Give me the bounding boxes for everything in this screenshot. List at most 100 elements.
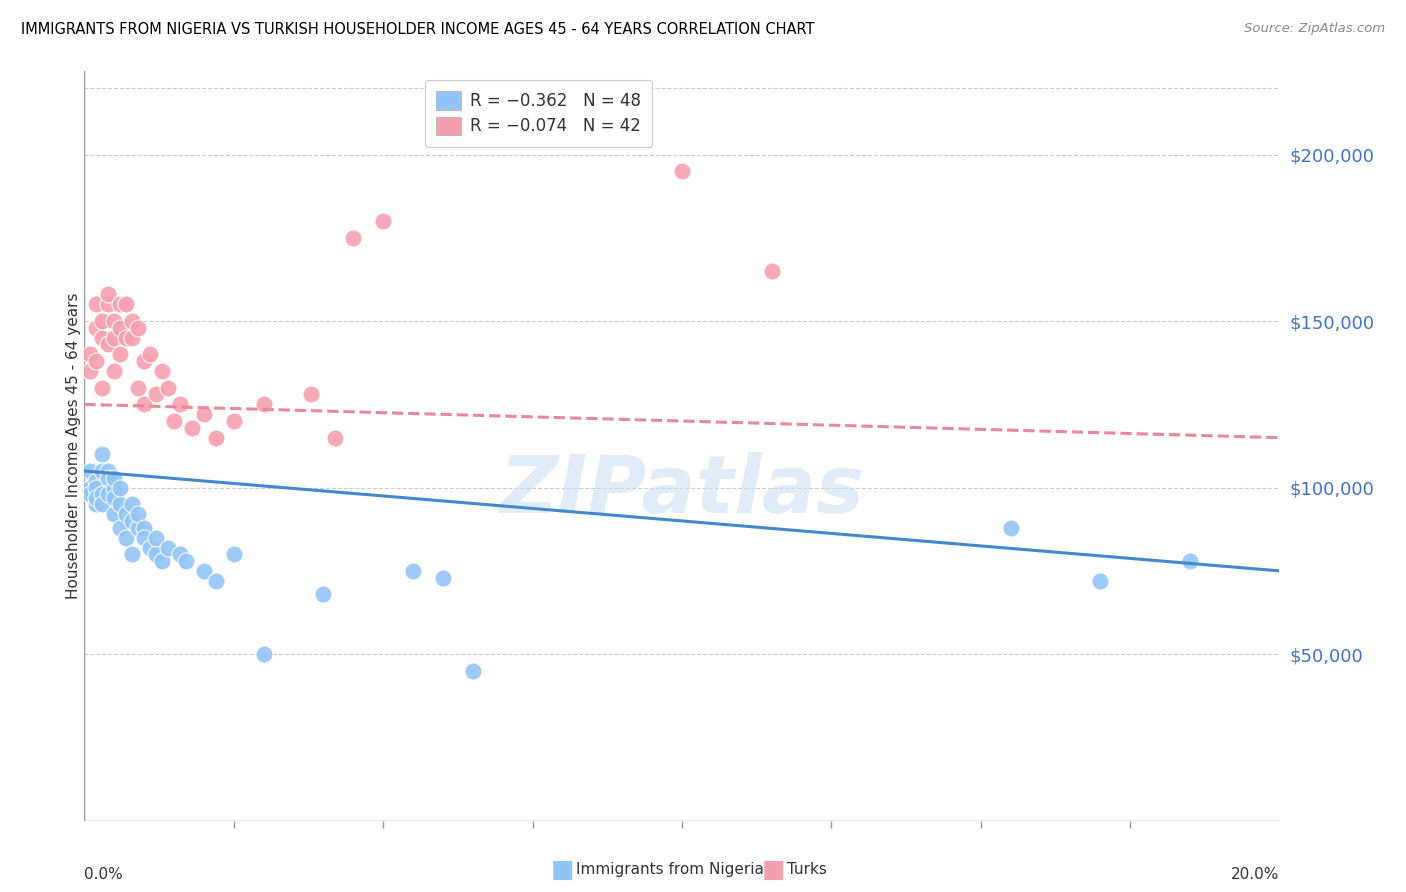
Point [86, 481, 108, 495]
Point [181, 420, 204, 434]
Point [110, 520, 132, 534]
Point [169, 397, 191, 411]
Point [86, 354, 108, 368]
Point [121, 331, 143, 345]
Point [115, 531, 138, 545]
Point [121, 314, 143, 328]
Point [132, 520, 156, 534]
Point [150, 364, 173, 378]
Point [97, 337, 120, 351]
Point [91, 464, 114, 478]
Point [79, 464, 101, 478]
Point [402, 564, 425, 578]
Point [121, 547, 143, 561]
Point [91, 447, 114, 461]
Point [132, 397, 156, 411]
Point [110, 497, 132, 511]
Text: Source: ZipAtlas.com: Source: ZipAtlas.com [1244, 22, 1385, 36]
Point [163, 414, 186, 428]
Point [139, 347, 162, 361]
Point [312, 587, 335, 601]
Point [169, 547, 191, 561]
Text: IMMIGRANTS FROM NIGERIA VS TURKISH HOUSEHOLDER INCOME AGES 45 - 64 YEARS CORRELA: IMMIGRANTS FROM NIGERIA VS TURKISH HOUSE… [21, 22, 814, 37]
Point [86, 497, 108, 511]
Point [91, 487, 114, 501]
Point [115, 297, 138, 311]
Text: 20.0%: 20.0% [1232, 867, 1279, 882]
Point [325, 431, 347, 445]
Text: ■: ■ [551, 858, 574, 881]
Point [97, 470, 120, 484]
Point [205, 431, 228, 445]
Point [103, 470, 125, 484]
Point [115, 508, 138, 522]
Point [193, 408, 215, 422]
Y-axis label: Householder Income Ages 45 - 64 years: Householder Income Ages 45 - 64 years [66, 293, 80, 599]
Text: ZIPatlas: ZIPatlas [499, 452, 865, 530]
Point [342, 231, 364, 245]
Point [97, 464, 120, 478]
Point [150, 554, 173, 568]
Text: Turks: Turks [787, 863, 827, 877]
Point [110, 297, 132, 311]
Point [121, 514, 143, 528]
Point [253, 647, 276, 661]
Point [91, 497, 114, 511]
Point [91, 381, 114, 395]
Legend: R = −0.362   N = 48, R = −0.074   N = 42: R = −0.362 N = 48, R = −0.074 N = 42 [425, 79, 652, 147]
Point [132, 531, 156, 545]
Point [115, 331, 138, 345]
Point [157, 381, 180, 395]
Point [103, 508, 125, 522]
Point [174, 554, 197, 568]
Point [103, 491, 125, 505]
Point [222, 414, 245, 428]
Point [253, 397, 276, 411]
Point [1000, 520, 1022, 534]
Point [79, 364, 101, 378]
Point [97, 487, 120, 501]
Point [761, 264, 783, 278]
Point [127, 381, 149, 395]
Point [110, 320, 132, 334]
Point [86, 297, 108, 311]
Point [121, 497, 143, 511]
Point [127, 320, 149, 334]
Point [97, 297, 120, 311]
Point [145, 387, 167, 401]
Text: ■: ■ [762, 858, 785, 881]
Point [301, 387, 323, 401]
Point [1090, 574, 1112, 588]
Point [139, 541, 162, 555]
Point [132, 354, 156, 368]
Point [671, 164, 693, 178]
Point [461, 664, 484, 678]
Point [193, 564, 215, 578]
Point [79, 481, 101, 495]
Point [103, 364, 125, 378]
Point [432, 570, 454, 584]
Point [1178, 554, 1201, 568]
Point [86, 474, 108, 488]
Point [145, 531, 167, 545]
Point [86, 491, 108, 505]
Point [127, 508, 149, 522]
Point [127, 520, 149, 534]
Point [222, 547, 245, 561]
Point [373, 214, 395, 228]
Point [97, 287, 120, 301]
Point [91, 331, 114, 345]
Point [79, 487, 101, 501]
Text: 0.0%: 0.0% [84, 867, 124, 882]
Point [157, 541, 180, 555]
Point [86, 320, 108, 334]
Point [145, 547, 167, 561]
Text: Immigrants from Nigeria: Immigrants from Nigeria [576, 863, 765, 877]
Point [205, 574, 228, 588]
Point [91, 314, 114, 328]
Point [103, 481, 125, 495]
Point [103, 331, 125, 345]
Point [110, 481, 132, 495]
Point [103, 314, 125, 328]
Point [110, 347, 132, 361]
